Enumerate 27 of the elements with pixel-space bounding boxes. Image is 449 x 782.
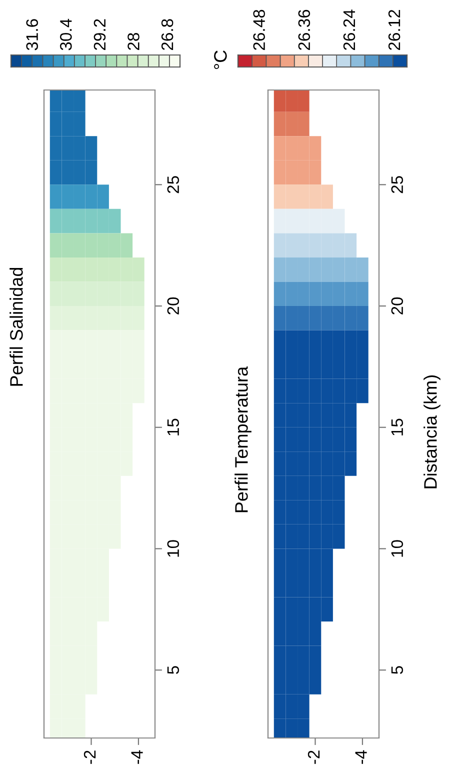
y-tick-label: 10 (391, 540, 404, 557)
color-bar-label: 30.4 (60, 18, 72, 50)
color-bar-label: 26.24 (343, 10, 356, 50)
y-tick-label: 15 (167, 418, 180, 436)
color-bar-label: 29.2 (94, 19, 106, 50)
y-tick-label: 20 (167, 297, 180, 314)
y-tick-label: 25 (167, 176, 180, 194)
y-tick-label: 15 (391, 418, 404, 436)
color-bar-label: 28 (128, 33, 140, 50)
y-axis-title: Distancia (km) (424, 375, 440, 488)
y-tick-label: 10 (167, 540, 180, 557)
color-bar-label: 26.8 (161, 19, 174, 50)
color-bar-label: 26.48 (253, 10, 266, 50)
color-bar-label: 26.36 (298, 10, 310, 50)
x-tick-label: -4 (131, 750, 143, 764)
color-bar-label: 26.12 (388, 10, 400, 50)
color-bar-label: 31.6 (26, 19, 38, 50)
y-tick-label: 5 (167, 666, 180, 674)
text: Perfil Salinidad (10, 268, 23, 386)
color-bar-title: °C (214, 50, 227, 70)
x-tick-label: -2 (84, 750, 96, 764)
text: Perfil Temperatura (234, 366, 252, 512)
x-tick-label: -2 (308, 750, 320, 764)
y-tick-label: 20 (391, 297, 404, 314)
x-tick-label: -4 (355, 750, 367, 764)
y-tick-label: 5 (391, 666, 404, 674)
y-tick-label: 25 (391, 176, 404, 194)
